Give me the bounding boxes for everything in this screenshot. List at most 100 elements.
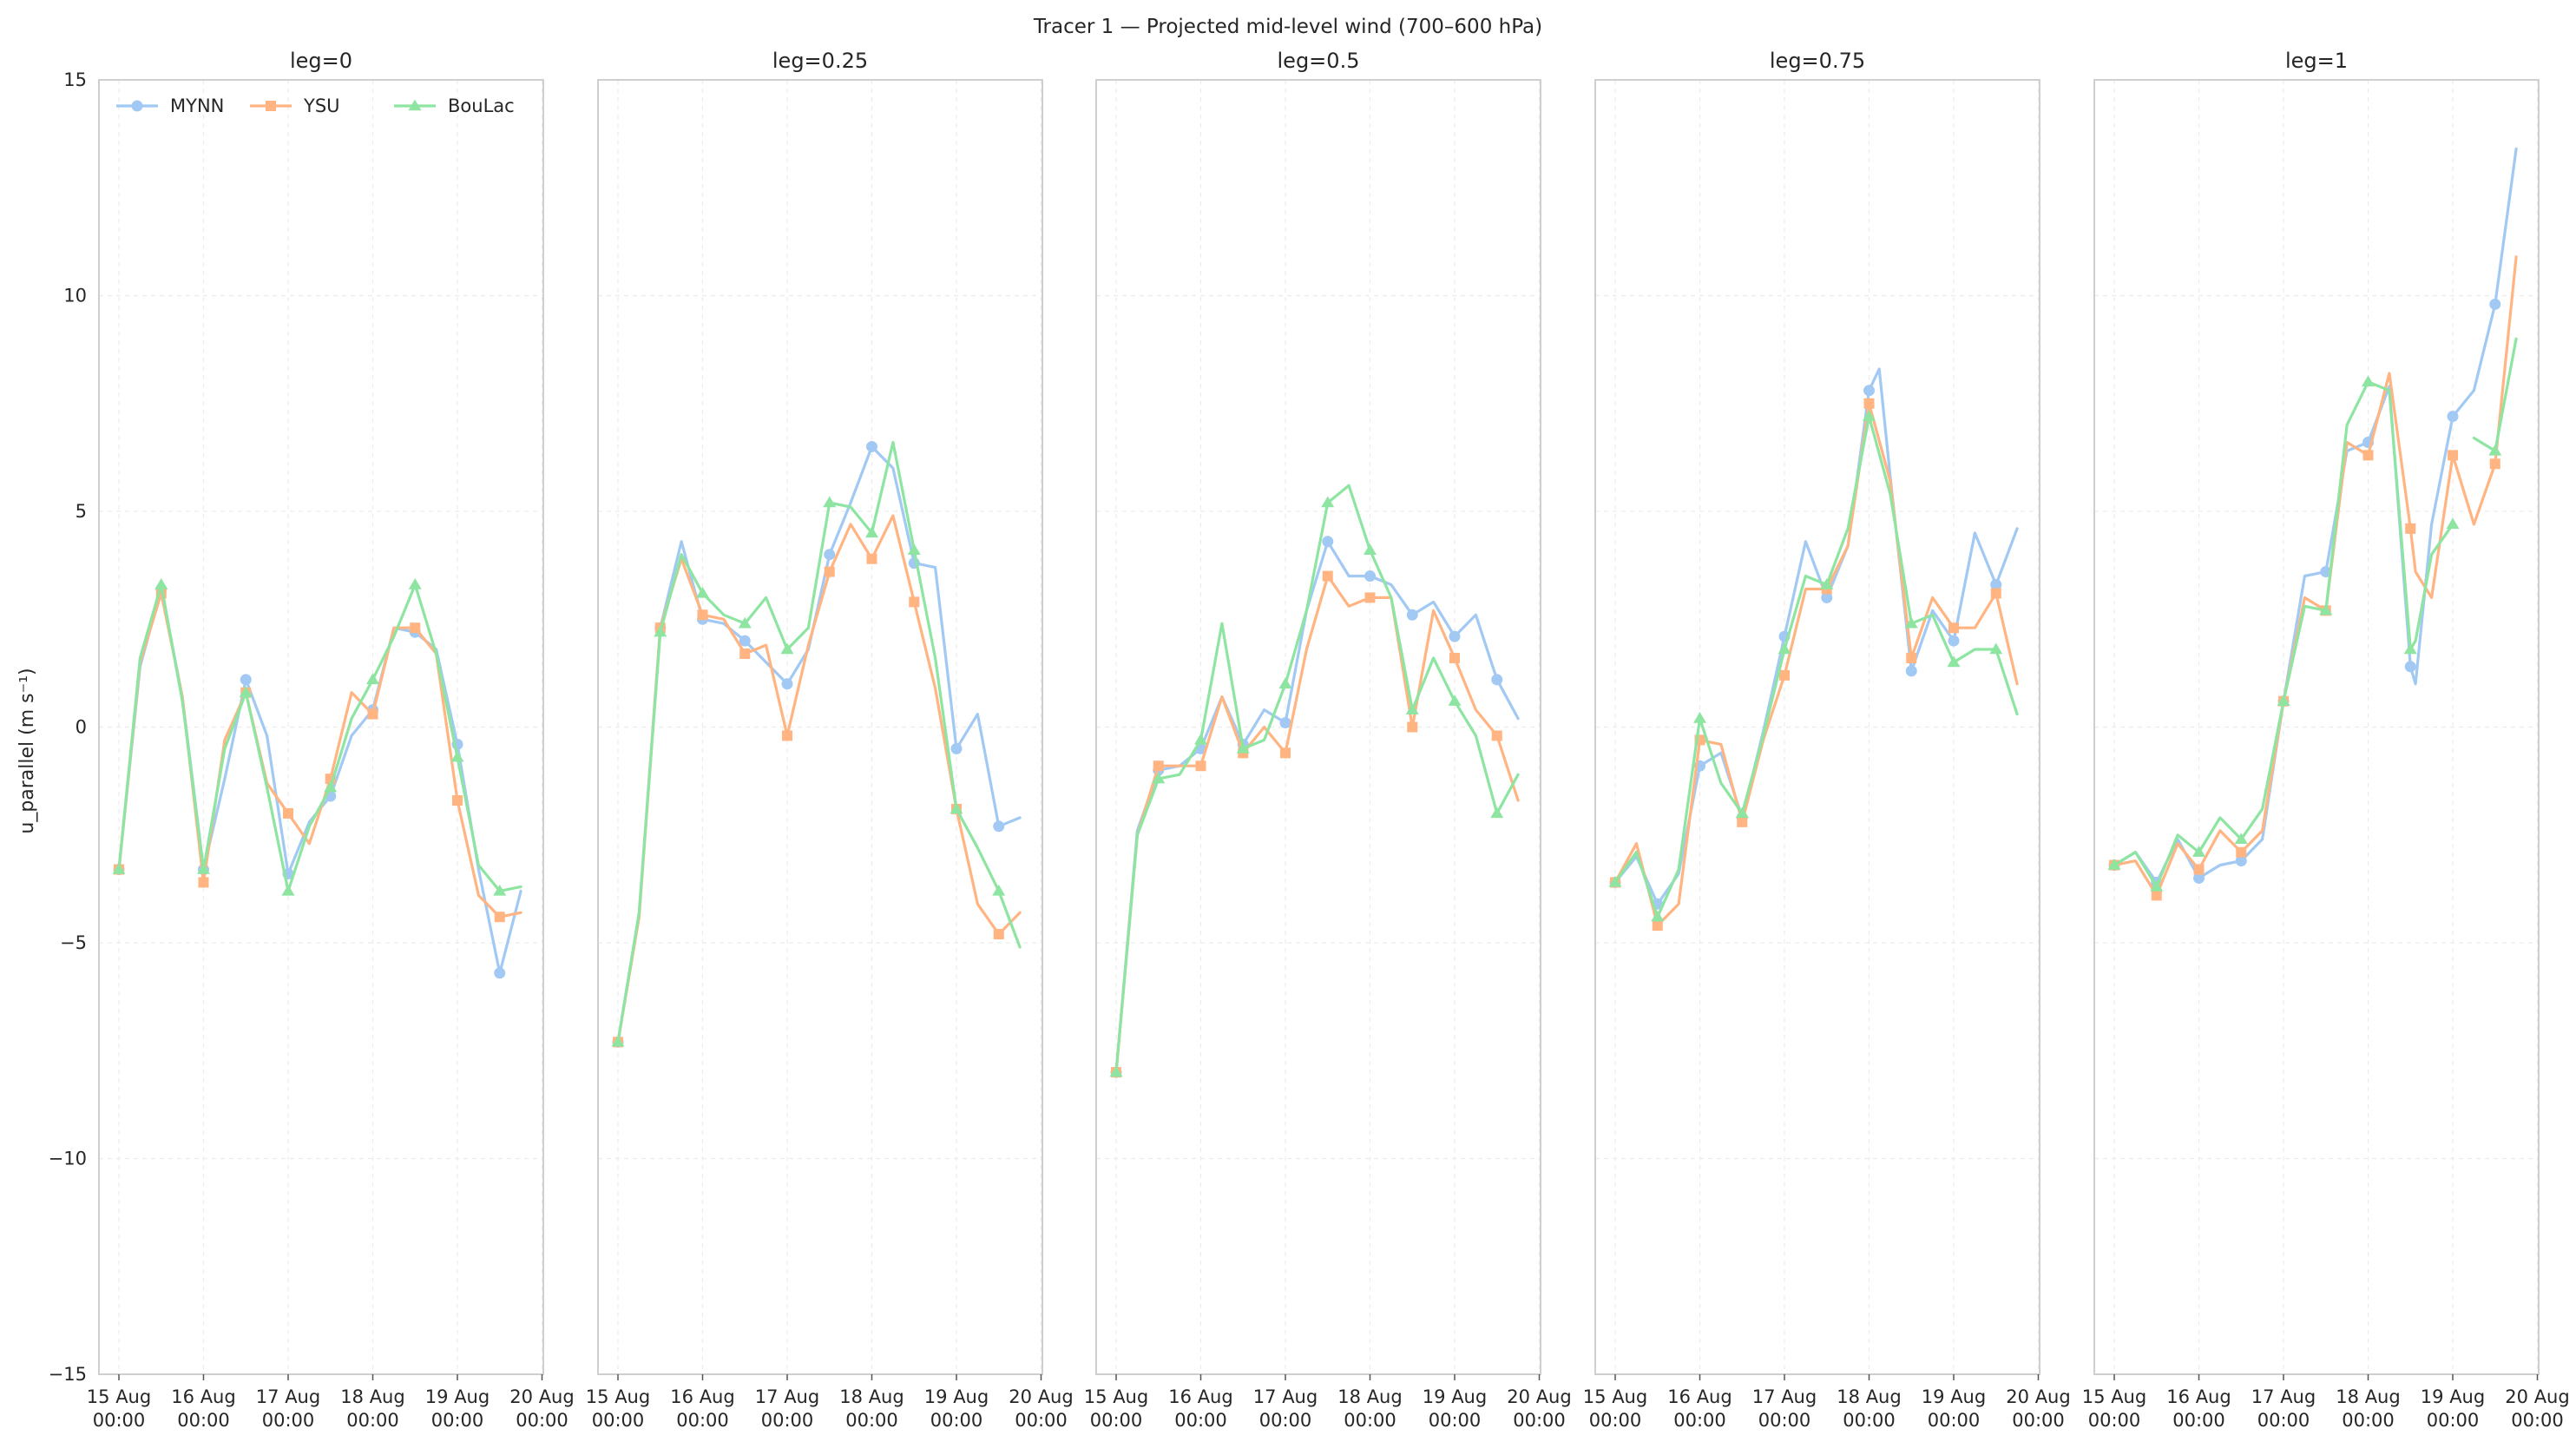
data-point [2404,643,2417,655]
series-line [1116,576,1518,1073]
x-tick-label-date: 16 Aug [670,1386,734,1407]
data-point [782,678,793,689]
data-point [1279,677,1292,688]
x-tick-label-date: 20 Aug [1507,1386,1571,1407]
data-point [994,929,1004,939]
series-ysu [613,516,1020,1047]
data-point [1407,722,1417,733]
x-tick-label-date: 16 Aug [171,1386,235,1407]
x-tick-label-time: 00:00 [1928,1410,1981,1431]
series-line [119,585,521,892]
data-point [1196,761,1206,771]
legend-marker [266,101,276,111]
x-tick-label-time: 00:00 [2012,1410,2065,1431]
data-point [451,751,464,762]
x-tick-label-time: 00:00 [2511,1410,2564,1431]
x-tick-label-time: 00:00 [177,1410,230,1431]
series-line [1116,542,1518,1072]
data-point [1491,674,1502,685]
x-tick-label-date: 17 Aug [256,1386,320,1407]
x-tick-label-time: 00:00 [1843,1410,1896,1431]
data-point [2448,450,2458,460]
data-point [1779,670,1790,681]
x-tick-label-date: 16 Aug [2166,1386,2231,1407]
data-point [283,808,293,819]
data-point [2194,865,2205,875]
series-line [119,589,521,973]
y-tick-label: −10 [49,1149,87,1169]
x-tick-label-date: 17 Aug [755,1386,819,1407]
data-point [2447,517,2460,529]
data-point [2405,661,2416,672]
y-tick-label: −15 [49,1364,87,1385]
data-point [993,820,1004,832]
data-point [2489,299,2500,310]
panel-0: leg=0−15−10−505101515 Aug00:0016 Aug00:0… [49,49,575,1431]
x-tick-label-time: 00:00 [845,1410,898,1431]
series-mynn [2109,149,2517,888]
data-point [1449,631,1461,642]
x-tick-label-date: 16 Aug [1667,1386,1732,1407]
x-tick-label-date: 20 Aug [1009,1386,1073,1407]
data-point [494,967,505,978]
data-point [696,587,709,598]
data-point [2405,523,2415,534]
panel-title: leg=0.25 [772,49,868,73]
x-tick-label-date: 17 Aug [1253,1386,1318,1407]
data-point [992,885,1005,896]
y-tick-label: 0 [76,717,87,738]
x-tick-label-time: 00:00 [93,1410,146,1431]
data-point [1364,543,1377,555]
x-tick-label-date: 19 Aug [425,1386,490,1407]
x-tick-label-time: 00:00 [1673,1410,1726,1431]
data-point [1490,807,1503,818]
x-tick-label-date: 15 Aug [586,1386,650,1407]
x-tick-label-time: 00:00 [676,1410,729,1431]
data-point [1948,622,1959,633]
data-point [1365,592,1376,602]
x-tick-label-time: 00:00 [2342,1410,2395,1431]
x-tick-label-time: 00:00 [262,1410,315,1431]
legend: MYNN YSU BouLac [116,95,515,116]
x-tick-label-date: 19 Aug [1423,1386,1487,1407]
x-tick-label-date: 15 Aug [2082,1386,2146,1407]
series-mynn [1111,536,1519,1077]
series-line [618,516,1020,1042]
x-tick-label-date: 16 Aug [1168,1386,1232,1407]
x-tick-label-time: 00:00 [2427,1410,2480,1431]
panel-frame [598,80,1042,1374]
x-tick-label-time: 00:00 [1090,1410,1143,1431]
data-point [495,912,505,922]
x-tick-label-date: 20 Aug [509,1386,574,1407]
data-point [1449,695,1462,706]
data-point [2490,458,2500,469]
data-point [1323,571,1333,582]
x-tick-label-date: 18 Aug [1837,1386,1901,1407]
data-point [739,649,750,659]
data-point [909,596,919,607]
x-tick-label-time: 00:00 [1344,1410,1396,1431]
data-point [1737,817,1747,827]
panel-title: leg=0.75 [1770,49,1865,73]
panel-title: leg=0.5 [1278,49,1360,73]
x-tick-label-date: 18 Aug [340,1386,404,1407]
data-point [823,497,836,508]
data-point [154,578,168,589]
data-point [1991,588,2001,598]
series-line [2114,257,2516,896]
x-tick-label-time: 00:00 [346,1410,399,1431]
data-point [782,730,792,741]
x-tick-label-date: 19 Aug [1922,1386,1986,1407]
x-tick-label-time: 00:00 [2088,1410,2141,1431]
series-boulac [2108,339,2517,891]
data-point [1153,761,1164,771]
data-point [1948,655,1961,667]
x-tick-label-time: 00:00 [761,1410,814,1431]
x-tick-label-date: 15 Aug [1084,1386,1148,1407]
data-point [452,795,463,806]
x-tick-label-time: 00:00 [431,1410,484,1431]
data-point [825,567,835,577]
panel-frame [1595,80,2040,1374]
data-point [368,709,378,720]
